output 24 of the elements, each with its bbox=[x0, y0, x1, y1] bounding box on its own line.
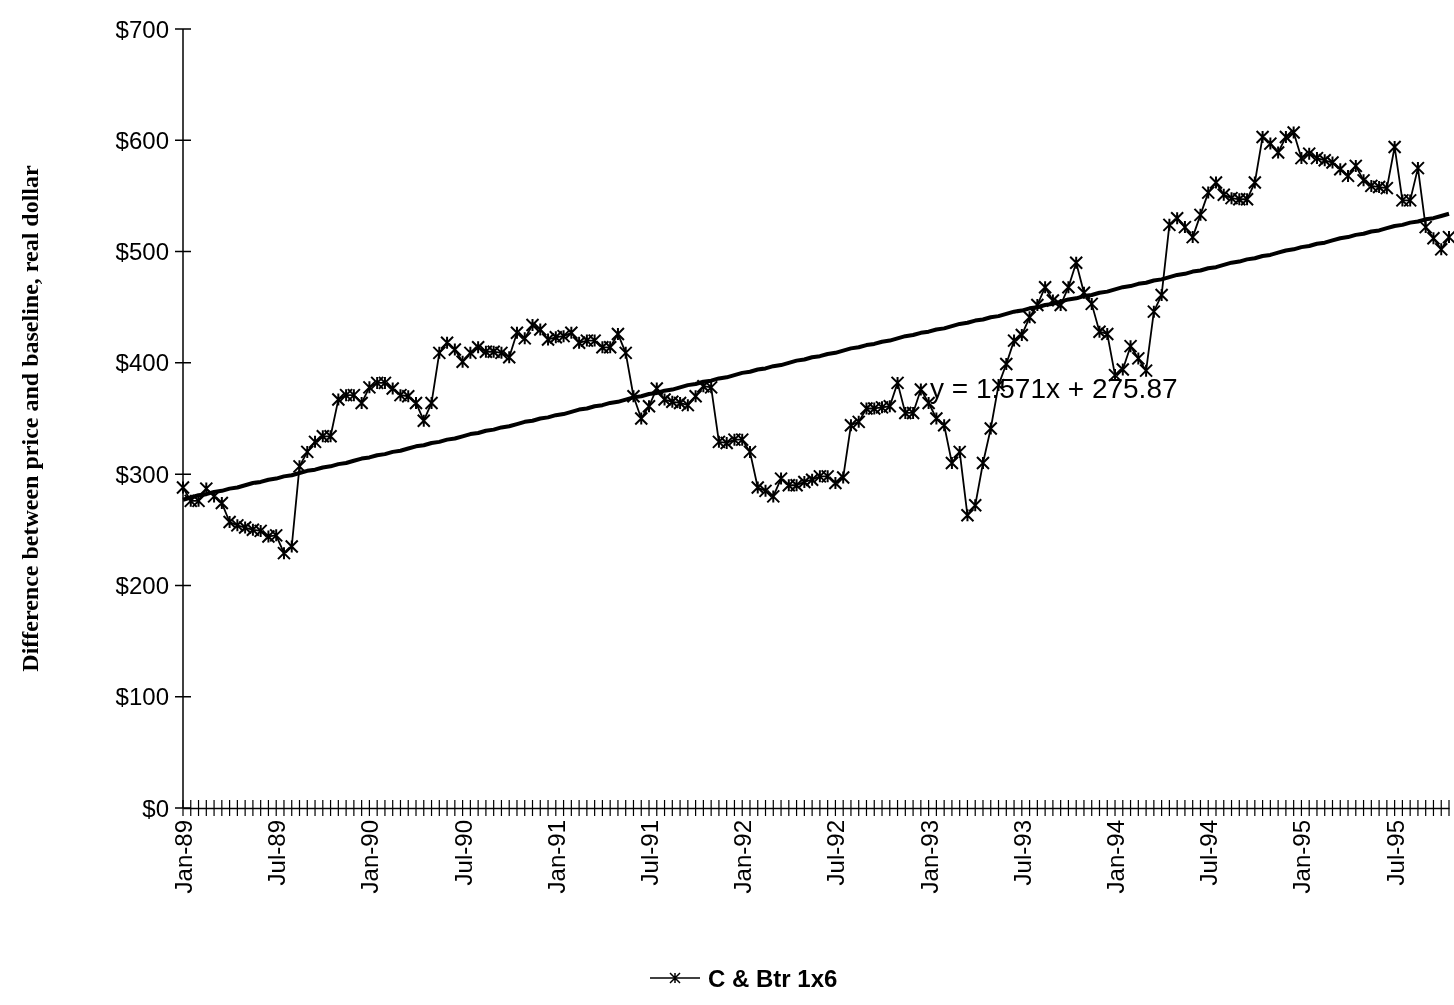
x-tick-label: Jan-92 bbox=[729, 820, 757, 894]
y-tick-label: $600 bbox=[115, 126, 169, 154]
x-tick-label: Jan-91 bbox=[542, 820, 570, 894]
x-tick-label: Jul-90 bbox=[449, 820, 477, 886]
y-tick-label: $200 bbox=[115, 571, 169, 599]
x-tick-label: Jan-95 bbox=[1288, 820, 1316, 894]
x-tick-label: Jul-92 bbox=[822, 820, 850, 886]
x-tick-label: Jan-90 bbox=[356, 820, 384, 894]
x-tick-label: Jan-89 bbox=[170, 820, 197, 894]
x-tick-label: Jul-93 bbox=[1008, 820, 1036, 886]
x-tick-label: Jan-94 bbox=[1102, 820, 1130, 894]
y-tick-label: $500 bbox=[115, 238, 169, 266]
y-tick-label: $0 bbox=[142, 794, 169, 822]
y-tick-label: $400 bbox=[115, 349, 169, 377]
x-tick-label: Jan-93 bbox=[915, 820, 943, 894]
legend-label: C & Btr 1x6 bbox=[708, 964, 838, 992]
y-tick-label: $100 bbox=[115, 683, 169, 711]
y-axis-title: Difference between price and baseline, real dollar bbox=[17, 164, 43, 672]
x-tick-label: Jul-89 bbox=[263, 820, 291, 886]
x-tick-label: Jul-95 bbox=[1381, 820, 1409, 886]
x-tick-label: Jul-94 bbox=[1195, 820, 1223, 886]
y-tick-label: $700 bbox=[115, 15, 169, 43]
y-tick-label: $300 bbox=[115, 460, 169, 488]
x-tick-label: Jul-91 bbox=[636, 820, 664, 886]
